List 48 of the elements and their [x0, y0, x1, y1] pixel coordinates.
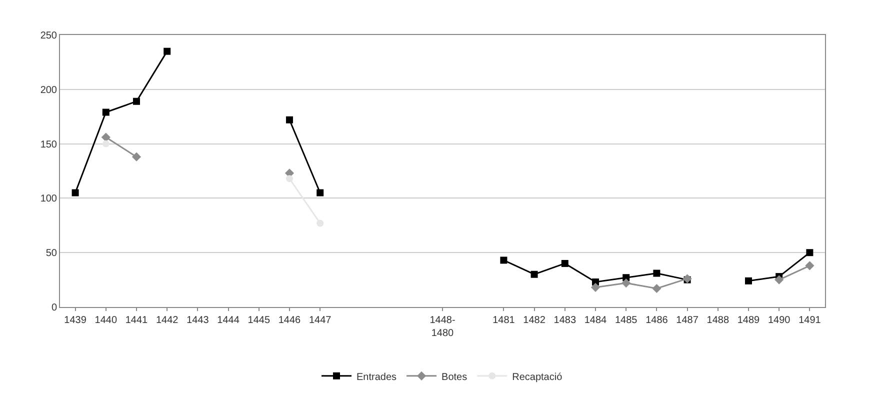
point — [132, 152, 142, 162]
x-tick-label: 1490 — [768, 315, 791, 326]
x-tick-label: 1485 — [614, 315, 638, 326]
x-tick-label: 1486 — [646, 315, 668, 326]
point — [530, 270, 538, 278]
x-tick-label: 1439 — [64, 315, 87, 326]
x-tick-label: 1481 — [492, 315, 516, 326]
point — [652, 284, 662, 294]
point — [745, 277, 752, 284]
legend-label: Botes — [442, 372, 468, 383]
x-tick-label: 1484 — [584, 315, 608, 326]
point — [102, 108, 110, 116]
point — [102, 140, 110, 148]
x-tick-label: 1440 — [94, 315, 118, 326]
point — [500, 256, 508, 264]
x-tick-label: 1443 — [186, 315, 210, 326]
y-tick-label: 50 — [46, 248, 58, 260]
y-tick-label: 100 — [40, 194, 58, 205]
x-tick-label: 1447 — [308, 315, 332, 326]
x-tick-label: 1482 — [523, 315, 546, 326]
y-tick-label: 250 — [40, 30, 58, 42]
x-tick-label: 1487 — [676, 315, 699, 326]
point — [622, 278, 631, 288]
x-tick-label: 1489 — [737, 315, 760, 326]
x-tick-label: 1483 — [554, 315, 576, 326]
x-tick-label: 1442 — [156, 315, 179, 326]
y-tick-label: 0 — [51, 302, 58, 314]
point — [561, 260, 568, 267]
point — [805, 261, 814, 270]
point — [774, 275, 784, 284]
point — [806, 249, 814, 256]
point — [653, 270, 660, 277]
point — [316, 220, 324, 227]
point — [72, 189, 79, 196]
x-tick-label: 1491 — [798, 315, 822, 326]
y-tick-label: 200 — [40, 84, 58, 96]
x-tick-label: 1444 — [217, 315, 240, 326]
x-tick-label: 1441 — [125, 315, 148, 326]
x-tick-label: 1488 — [706, 315, 730, 326]
legend-label: Entrades — [356, 372, 397, 383]
point — [164, 48, 171, 55]
legend-label: Recaptació — [512, 372, 563, 383]
point — [590, 282, 600, 292]
x-tick-label: 1448- 1480 — [430, 315, 456, 339]
y-tick-label: 150 — [40, 139, 58, 150]
x-tick-label: 1446 — [278, 315, 302, 326]
x-tick-label: 1445 — [248, 315, 270, 326]
point — [133, 98, 140, 105]
